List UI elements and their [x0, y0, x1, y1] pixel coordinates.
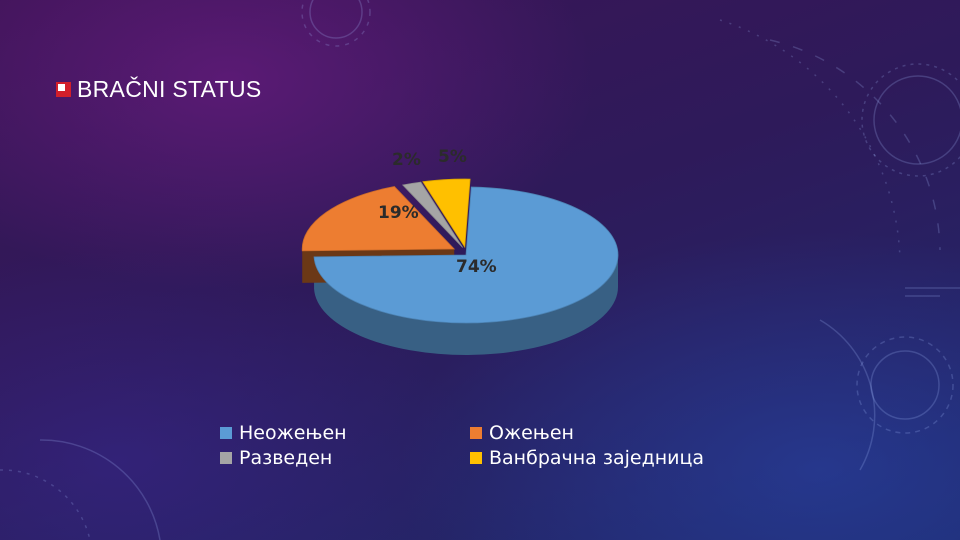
data-label-ozhenjen: 19%	[378, 203, 419, 223]
legend-label: Ванбрачна заједница	[489, 447, 705, 469]
checkbox-bullet-icon	[56, 82, 71, 97]
legend-label: Ожењен	[489, 422, 574, 444]
legend-item-neozhenjen: Неожењен	[220, 422, 470, 444]
legend-swatch	[470, 452, 482, 464]
pie-slice-razveden	[401, 181, 463, 248]
pie-slice-ozhenjen	[301, 186, 456, 252]
legend-swatch	[470, 427, 482, 439]
legend-item-ozhenjen: Ожењен	[470, 422, 720, 444]
legend-label: Неожењен	[239, 422, 347, 444]
legend-label: Разведен	[239, 447, 333, 469]
pie-slice-neozhenjen	[313, 186, 619, 324]
slide-title: BRAČNI STATUS	[56, 76, 262, 103]
legend-swatch	[220, 427, 232, 439]
pie-data-labels: 74% 19% 2% 5%	[378, 147, 497, 277]
pie-slice-vanbrachna	[422, 178, 471, 249]
slide-title-text: BRAČNI STATUS	[77, 76, 262, 102]
legend-swatch	[220, 452, 232, 464]
data-label-vanbrachna: 5%	[438, 147, 467, 167]
legend-item-razveden: Разведен	[220, 447, 470, 469]
pie-slices	[301, 178, 619, 324]
data-label-neozhenjen: 74%	[456, 257, 497, 277]
data-label-razveden: 2%	[392, 150, 421, 170]
legend-item-vanbrachna: Ванбрачна заједница	[470, 447, 720, 469]
chart-legend: Неожењен Ожењен Разведен Ванбрачна зајед…	[220, 422, 740, 469]
pie-side-neozhenjen	[314, 255, 618, 356]
